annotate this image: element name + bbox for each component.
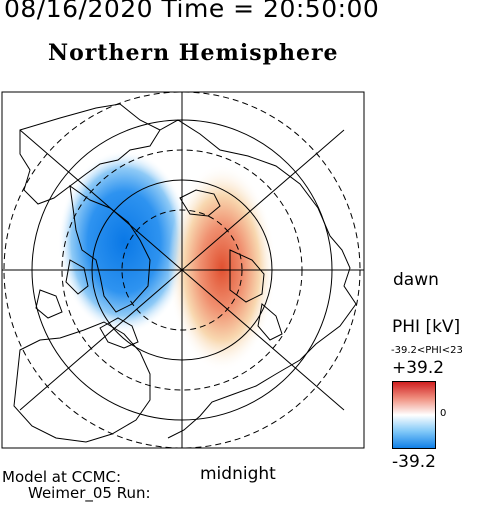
run-label: Weimer_05 Run:: [28, 484, 151, 502]
polar-map: [1, 91, 365, 449]
local-time-lines: [2, 92, 364, 448]
colorbar-title: PHI [kV]: [392, 317, 461, 337]
negative-potential-cell: [58, 150, 190, 334]
colorbar: [392, 381, 436, 449]
hemisphere-title: Northern Hemisphere: [48, 40, 339, 66]
colorbar-range-text: -39.2<PHI<23: [391, 345, 463, 356]
positive-potential-cell: [168, 164, 276, 372]
title-date-time: 08/16/2020 Time = 20:50:00: [4, 0, 380, 23]
midnight-label: midnight: [200, 464, 276, 484]
colorbar-zero-label: 0: [440, 408, 447, 419]
colorbar-max-label: +39.2: [392, 358, 445, 378]
colorbar-min-label: -39.2: [392, 452, 436, 472]
dawn-label: dawn: [393, 270, 439, 290]
model-label: Model at CCMC:: [2, 468, 122, 486]
